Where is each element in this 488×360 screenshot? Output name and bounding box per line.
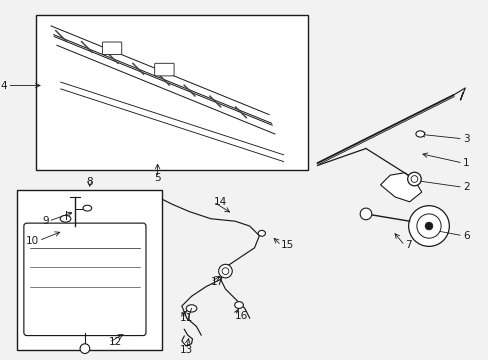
Text: 17: 17 bbox=[210, 277, 224, 287]
Text: 14: 14 bbox=[213, 197, 226, 207]
Circle shape bbox=[407, 172, 420, 186]
Text: 13: 13 bbox=[180, 345, 193, 355]
Ellipse shape bbox=[186, 305, 197, 312]
Circle shape bbox=[424, 222, 432, 230]
Circle shape bbox=[408, 206, 448, 246]
Text: 2: 2 bbox=[462, 182, 468, 192]
Text: 15: 15 bbox=[281, 240, 294, 251]
Polygon shape bbox=[380, 173, 421, 202]
Bar bbox=[17, 190, 162, 350]
Text: 1: 1 bbox=[462, 158, 468, 168]
Circle shape bbox=[410, 176, 417, 183]
Bar bbox=[37, 15, 307, 170]
Text: 16: 16 bbox=[235, 311, 248, 321]
Text: 5: 5 bbox=[154, 172, 161, 183]
Text: 9: 9 bbox=[42, 216, 48, 226]
Text: 6: 6 bbox=[462, 231, 468, 241]
Circle shape bbox=[222, 268, 228, 274]
FancyBboxPatch shape bbox=[24, 223, 146, 336]
FancyBboxPatch shape bbox=[102, 42, 122, 55]
Text: 12: 12 bbox=[109, 337, 122, 347]
Circle shape bbox=[360, 208, 371, 220]
Text: 11: 11 bbox=[179, 313, 192, 323]
Text: 3: 3 bbox=[462, 134, 468, 144]
Circle shape bbox=[218, 264, 232, 278]
Ellipse shape bbox=[83, 205, 92, 211]
FancyBboxPatch shape bbox=[154, 63, 174, 76]
Ellipse shape bbox=[234, 302, 243, 309]
Text: 4: 4 bbox=[1, 81, 7, 90]
Ellipse shape bbox=[60, 215, 71, 222]
Circle shape bbox=[416, 214, 440, 238]
Ellipse shape bbox=[415, 131, 424, 137]
Text: 7: 7 bbox=[404, 240, 410, 251]
Text: 10: 10 bbox=[26, 235, 39, 246]
Text: 8: 8 bbox=[86, 177, 93, 188]
Circle shape bbox=[80, 344, 90, 354]
Ellipse shape bbox=[258, 230, 265, 236]
